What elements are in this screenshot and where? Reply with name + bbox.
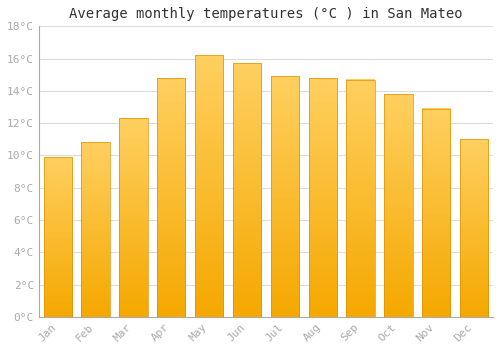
Bar xyxy=(384,94,412,317)
Bar xyxy=(346,79,375,317)
Bar xyxy=(308,78,337,317)
Bar xyxy=(270,76,299,317)
Bar xyxy=(422,108,450,317)
Bar xyxy=(460,139,488,317)
Title: Average monthly temperatures (°C ) in San Mateo: Average monthly temperatures (°C ) in Sa… xyxy=(69,7,462,21)
Bar xyxy=(157,78,186,317)
Bar xyxy=(44,157,72,317)
Bar xyxy=(82,142,110,317)
Bar xyxy=(195,55,224,317)
Bar xyxy=(119,118,148,317)
Bar xyxy=(233,63,261,317)
